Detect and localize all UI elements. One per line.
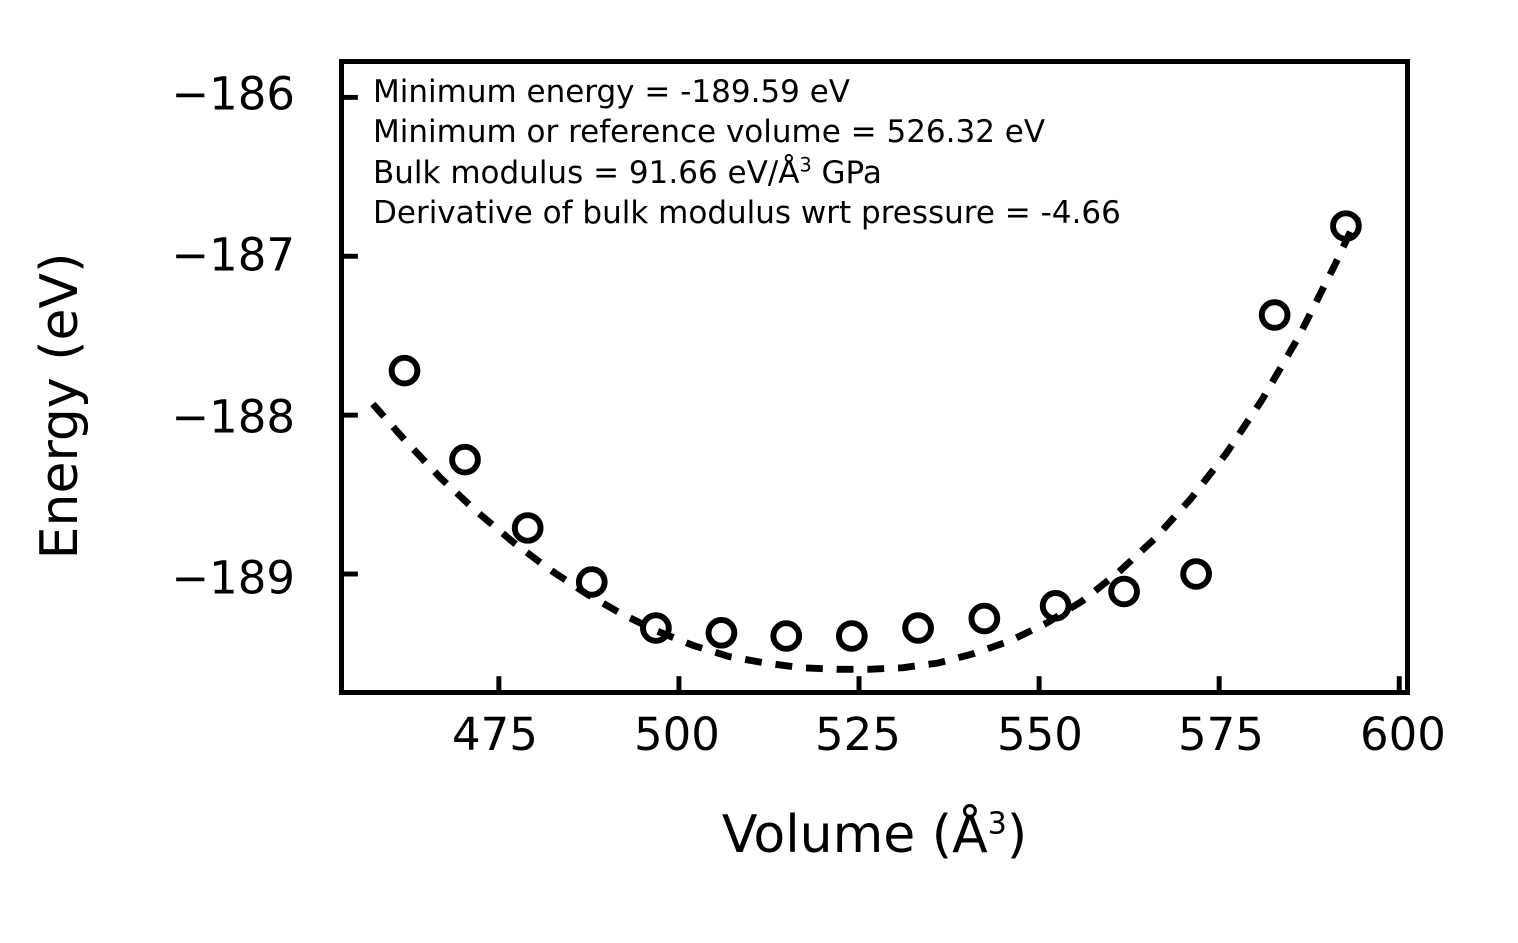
bulk-modulus-suffix: GPa bbox=[811, 154, 882, 191]
data-point-markers bbox=[388, 210, 1362, 652]
x-tick-label: 600 bbox=[1360, 708, 1446, 761]
data-point bbox=[1180, 558, 1212, 590]
annotation-line-min-volume: Minimum or reference volume = 526.32 eV bbox=[373, 114, 1046, 151]
y-axis-tick-labels: −186 −187 −188 −189 bbox=[0, 0, 339, 943]
x-axis-title-exponent: 3 bbox=[987, 806, 1007, 842]
x-axis-title-text: Volume (Å bbox=[721, 805, 988, 865]
eos-fit-curve bbox=[370, 215, 1361, 673]
data-point bbox=[1258, 299, 1291, 331]
data-point bbox=[511, 512, 544, 544]
x-axis-title: Volume (Å3) bbox=[339, 805, 1410, 865]
x-axis-title-suffix: ) bbox=[1006, 805, 1028, 865]
x-tick-label: 550 bbox=[997, 708, 1083, 761]
plot-canvas bbox=[344, 94, 1402, 690]
annotation-line-min-energy: Minimum energy = -189.59 eV bbox=[373, 74, 851, 110]
y-tick-label: −189 bbox=[171, 551, 295, 605]
x-tick-label: 500 bbox=[634, 708, 720, 761]
data-point bbox=[388, 354, 421, 387]
y-tick-label: −186 bbox=[171, 67, 295, 121]
data-point bbox=[1108, 575, 1140, 608]
data-point bbox=[770, 620, 803, 652]
data-point bbox=[968, 602, 1001, 635]
y-tick-label: −187 bbox=[171, 228, 295, 282]
data-point bbox=[705, 617, 738, 649]
annotation-line-bulk-modulus: Bulk modulus = 91.66 eV/Å3 GPa bbox=[373, 153, 1121, 193]
x-tick-label: 525 bbox=[815, 708, 901, 761]
bulk-modulus-text: Bulk modulus = 91.66 eV/Å bbox=[373, 154, 800, 191]
fit-parameters-annotation: Minimum energy = -189.59 eV Minimum or r… bbox=[373, 72, 1121, 233]
plot-area bbox=[339, 59, 1410, 695]
data-point bbox=[902, 612, 934, 644]
bulk-modulus-exponent: 3 bbox=[799, 153, 812, 177]
data-point bbox=[835, 620, 868, 652]
annotation-line-bulk-modulus-derivative: Derivative of bulk modulus wrt pressure … bbox=[373, 194, 1121, 231]
x-tick-label: 575 bbox=[1178, 708, 1264, 761]
x-tick-label: 475 bbox=[452, 708, 538, 761]
y-tick-label: −188 bbox=[171, 390, 295, 444]
data-point bbox=[449, 443, 481, 476]
